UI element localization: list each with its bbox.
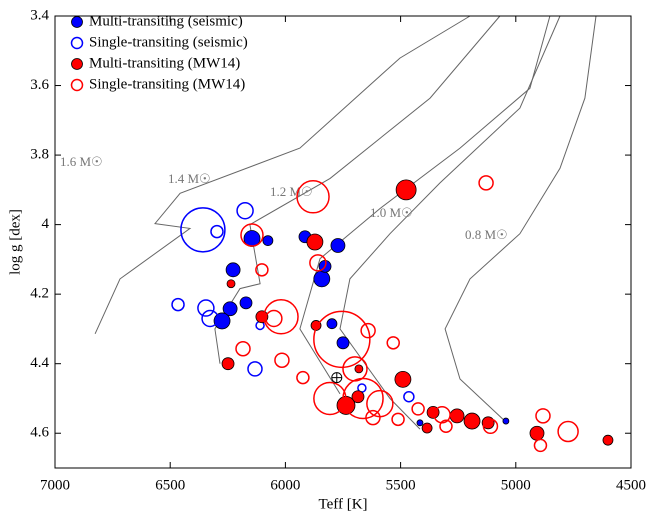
data-point	[391, 412, 405, 427]
data-point	[221, 357, 235, 371]
x-tick-label: 6500	[155, 477, 185, 493]
data-point	[482, 418, 499, 435]
x-tick-label: 5500	[386, 477, 416, 493]
data-point	[274, 352, 290, 368]
data-point	[239, 296, 253, 310]
legend-label: Single-transiting (seismic)	[89, 34, 248, 50]
y-tick-label: 3.6	[30, 77, 49, 93]
data-point	[313, 381, 347, 416]
data-point	[330, 238, 346, 253]
data-point	[263, 299, 299, 335]
data-point	[351, 390, 365, 404]
legend-label: Single-transiting (MW14)	[89, 76, 245, 92]
legend-marker	[71, 58, 83, 70]
data-point	[365, 409, 381, 426]
data-point	[478, 175, 494, 191]
data-point	[197, 299, 215, 317]
x-tick-label: 5000	[501, 477, 531, 493]
data-point	[354, 364, 364, 374]
y-tick-label: 3.4	[30, 7, 49, 23]
data-point	[535, 408, 551, 424]
x-tick-label: 4500	[616, 477, 646, 493]
y-tick-label: 4	[42, 216, 50, 232]
plot-frame	[54, 15, 632, 469]
data-point	[411, 402, 425, 416]
data-point	[222, 301, 238, 317]
legend-marker	[71, 16, 83, 28]
data-point	[265, 309, 283, 328]
data-point	[171, 297, 185, 312]
y-axis-label: log g [dex]	[7, 209, 23, 275]
data-point	[502, 417, 510, 425]
legend-marker	[70, 36, 84, 50]
y-tick-label: 3.8	[30, 147, 49, 163]
data-point	[421, 422, 433, 434]
data-point	[602, 434, 614, 446]
model-track	[299, 15, 551, 395]
data-point	[236, 201, 254, 220]
data-point	[180, 207, 226, 253]
sun-cross	[331, 372, 342, 383]
track-label: 1.4 M☉	[168, 171, 211, 186]
x-axis-label: Teff [K]	[318, 496, 367, 512]
data-point	[403, 390, 415, 403]
data-point	[433, 406, 451, 424]
track-label: 0.8 M☉	[465, 227, 508, 242]
data-point	[255, 263, 269, 277]
data-point	[226, 279, 236, 289]
y-tick-label: 4.4	[30, 355, 49, 371]
data-point	[240, 223, 264, 247]
data-point	[529, 425, 545, 441]
model-track	[214, 15, 501, 364]
data-point	[342, 377, 384, 420]
data-point	[262, 235, 274, 247]
data-point	[201, 309, 219, 328]
legend-label: Multi-transiting (seismic)	[89, 13, 243, 29]
model-track	[94, 15, 471, 335]
data-point	[296, 180, 330, 214]
track-label: 1.0 M☉	[370, 205, 413, 220]
data-point	[449, 408, 465, 424]
model-track	[339, 15, 561, 430]
data-point	[225, 262, 241, 278]
x-tick-label: 7000	[40, 477, 70, 493]
data-point	[439, 419, 453, 434]
data-point	[247, 361, 263, 377]
data-point	[306, 233, 324, 251]
model-track	[444, 15, 597, 422]
data-point	[313, 310, 371, 369]
data-point	[416, 419, 424, 427]
legend-marker	[70, 78, 84, 92]
y-tick-label: 4.6	[30, 425, 49, 441]
data-point	[366, 389, 394, 418]
data-point	[394, 370, 412, 388]
data-point	[463, 412, 481, 430]
data-point	[533, 438, 548, 453]
data-point	[313, 270, 331, 288]
data-point	[395, 179, 417, 201]
data-point	[235, 340, 251, 357]
track-label: 1.6 M☉	[60, 154, 103, 169]
data-point	[213, 312, 231, 330]
y-tick-label: 4.2	[30, 286, 49, 302]
data-point	[336, 336, 350, 350]
data-point	[210, 224, 224, 239]
x-tick-label: 6000	[270, 477, 300, 493]
data-point	[309, 254, 327, 272]
track-label: 1.2 M☉	[270, 184, 313, 199]
legend-label: Multi-transiting (MW14)	[89, 55, 240, 71]
data-point	[296, 370, 310, 385]
data-point	[557, 420, 579, 443]
data-point	[326, 318, 338, 330]
data-point	[386, 336, 400, 350]
data-point	[360, 322, 376, 339]
